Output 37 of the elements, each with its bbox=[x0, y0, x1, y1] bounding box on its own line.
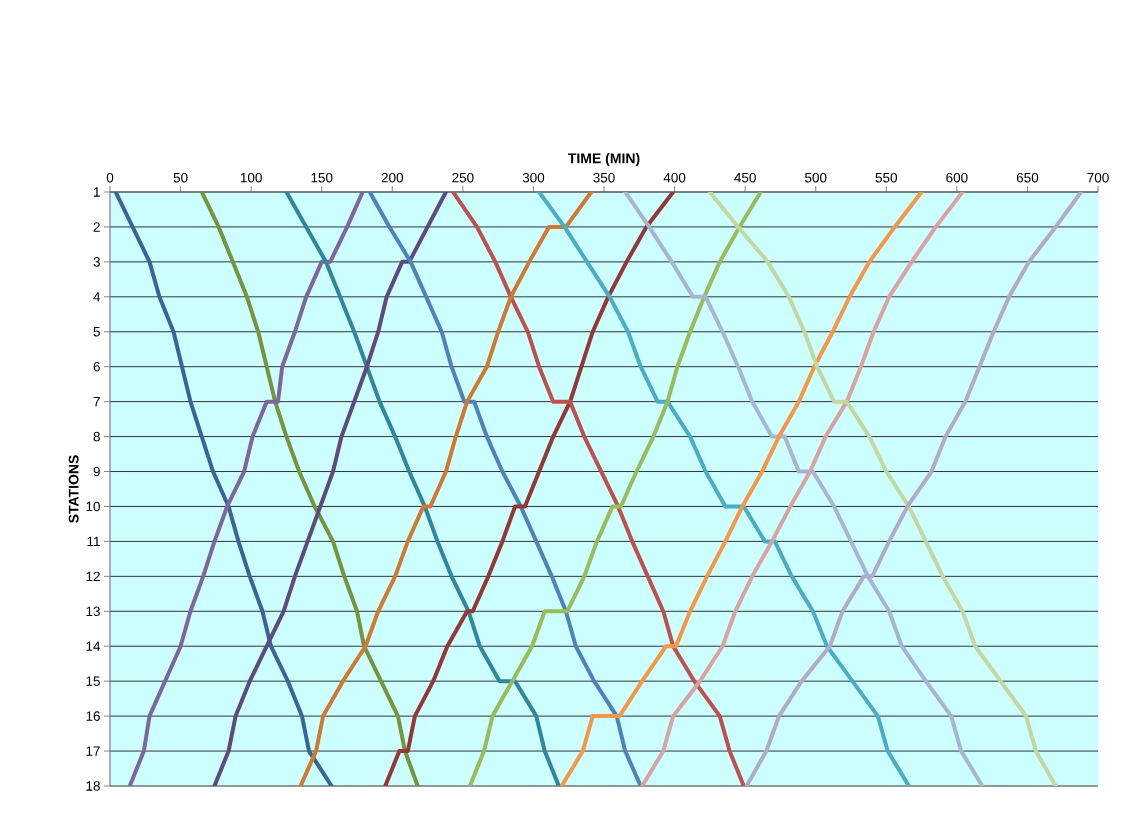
y-tick-label: 11 bbox=[87, 536, 100, 547]
x-tick-label: 200 bbox=[381, 172, 404, 183]
x-tick-label: 450 bbox=[734, 172, 756, 183]
x-tick-label: 150 bbox=[311, 172, 333, 183]
y-tick-label: 10 bbox=[86, 501, 100, 512]
y-tick-label: 4 bbox=[93, 292, 101, 302]
x-tick-label: 600 bbox=[946, 172, 968, 183]
x-tick-label: 500 bbox=[805, 172, 827, 183]
y-tick-label: 9 bbox=[93, 466, 100, 477]
y-tick-label: 18 bbox=[86, 781, 100, 791]
line-series bbox=[298, 191, 594, 786]
y-tick-label: 8 bbox=[93, 431, 100, 442]
x-tick-label: 0 bbox=[106, 172, 114, 183]
y-tick-label: 6 bbox=[93, 361, 100, 372]
y-tick-label: 16 bbox=[86, 711, 100, 721]
line-series bbox=[383, 191, 676, 786]
y-tick-label: 12 bbox=[86, 571, 100, 582]
x-tick-label: 350 bbox=[593, 172, 615, 183]
x-tick-label: 700 bbox=[1087, 172, 1109, 183]
x-tick-label: 50 bbox=[173, 172, 188, 183]
x-tick-label: 250 bbox=[452, 172, 474, 183]
y-tick-label: 17 bbox=[86, 746, 100, 756]
y-tick-label: 13 bbox=[86, 606, 100, 617]
y-tick-label: 3 bbox=[93, 257, 100, 267]
x-tick-label: 100 bbox=[240, 172, 262, 183]
y-tick-label: 15 bbox=[86, 676, 100, 686]
x-tick-label: 300 bbox=[522, 172, 545, 183]
y-tick-label: 1 bbox=[94, 187, 100, 197]
x-tick-label: 650 bbox=[1016, 172, 1039, 183]
x-tick-label: 550 bbox=[875, 172, 898, 183]
y-tick-label: 5 bbox=[93, 327, 100, 337]
y-tick-label: 14 bbox=[86, 641, 101, 651]
x-axis-title: TIME (MIN) bbox=[568, 153, 640, 167]
y-tick-label: 2 bbox=[93, 222, 100, 232]
y-tick-label: 7 bbox=[93, 397, 100, 407]
x-tick-label: 400 bbox=[663, 172, 686, 183]
y-axis-title: STATIONS bbox=[68, 455, 79, 523]
